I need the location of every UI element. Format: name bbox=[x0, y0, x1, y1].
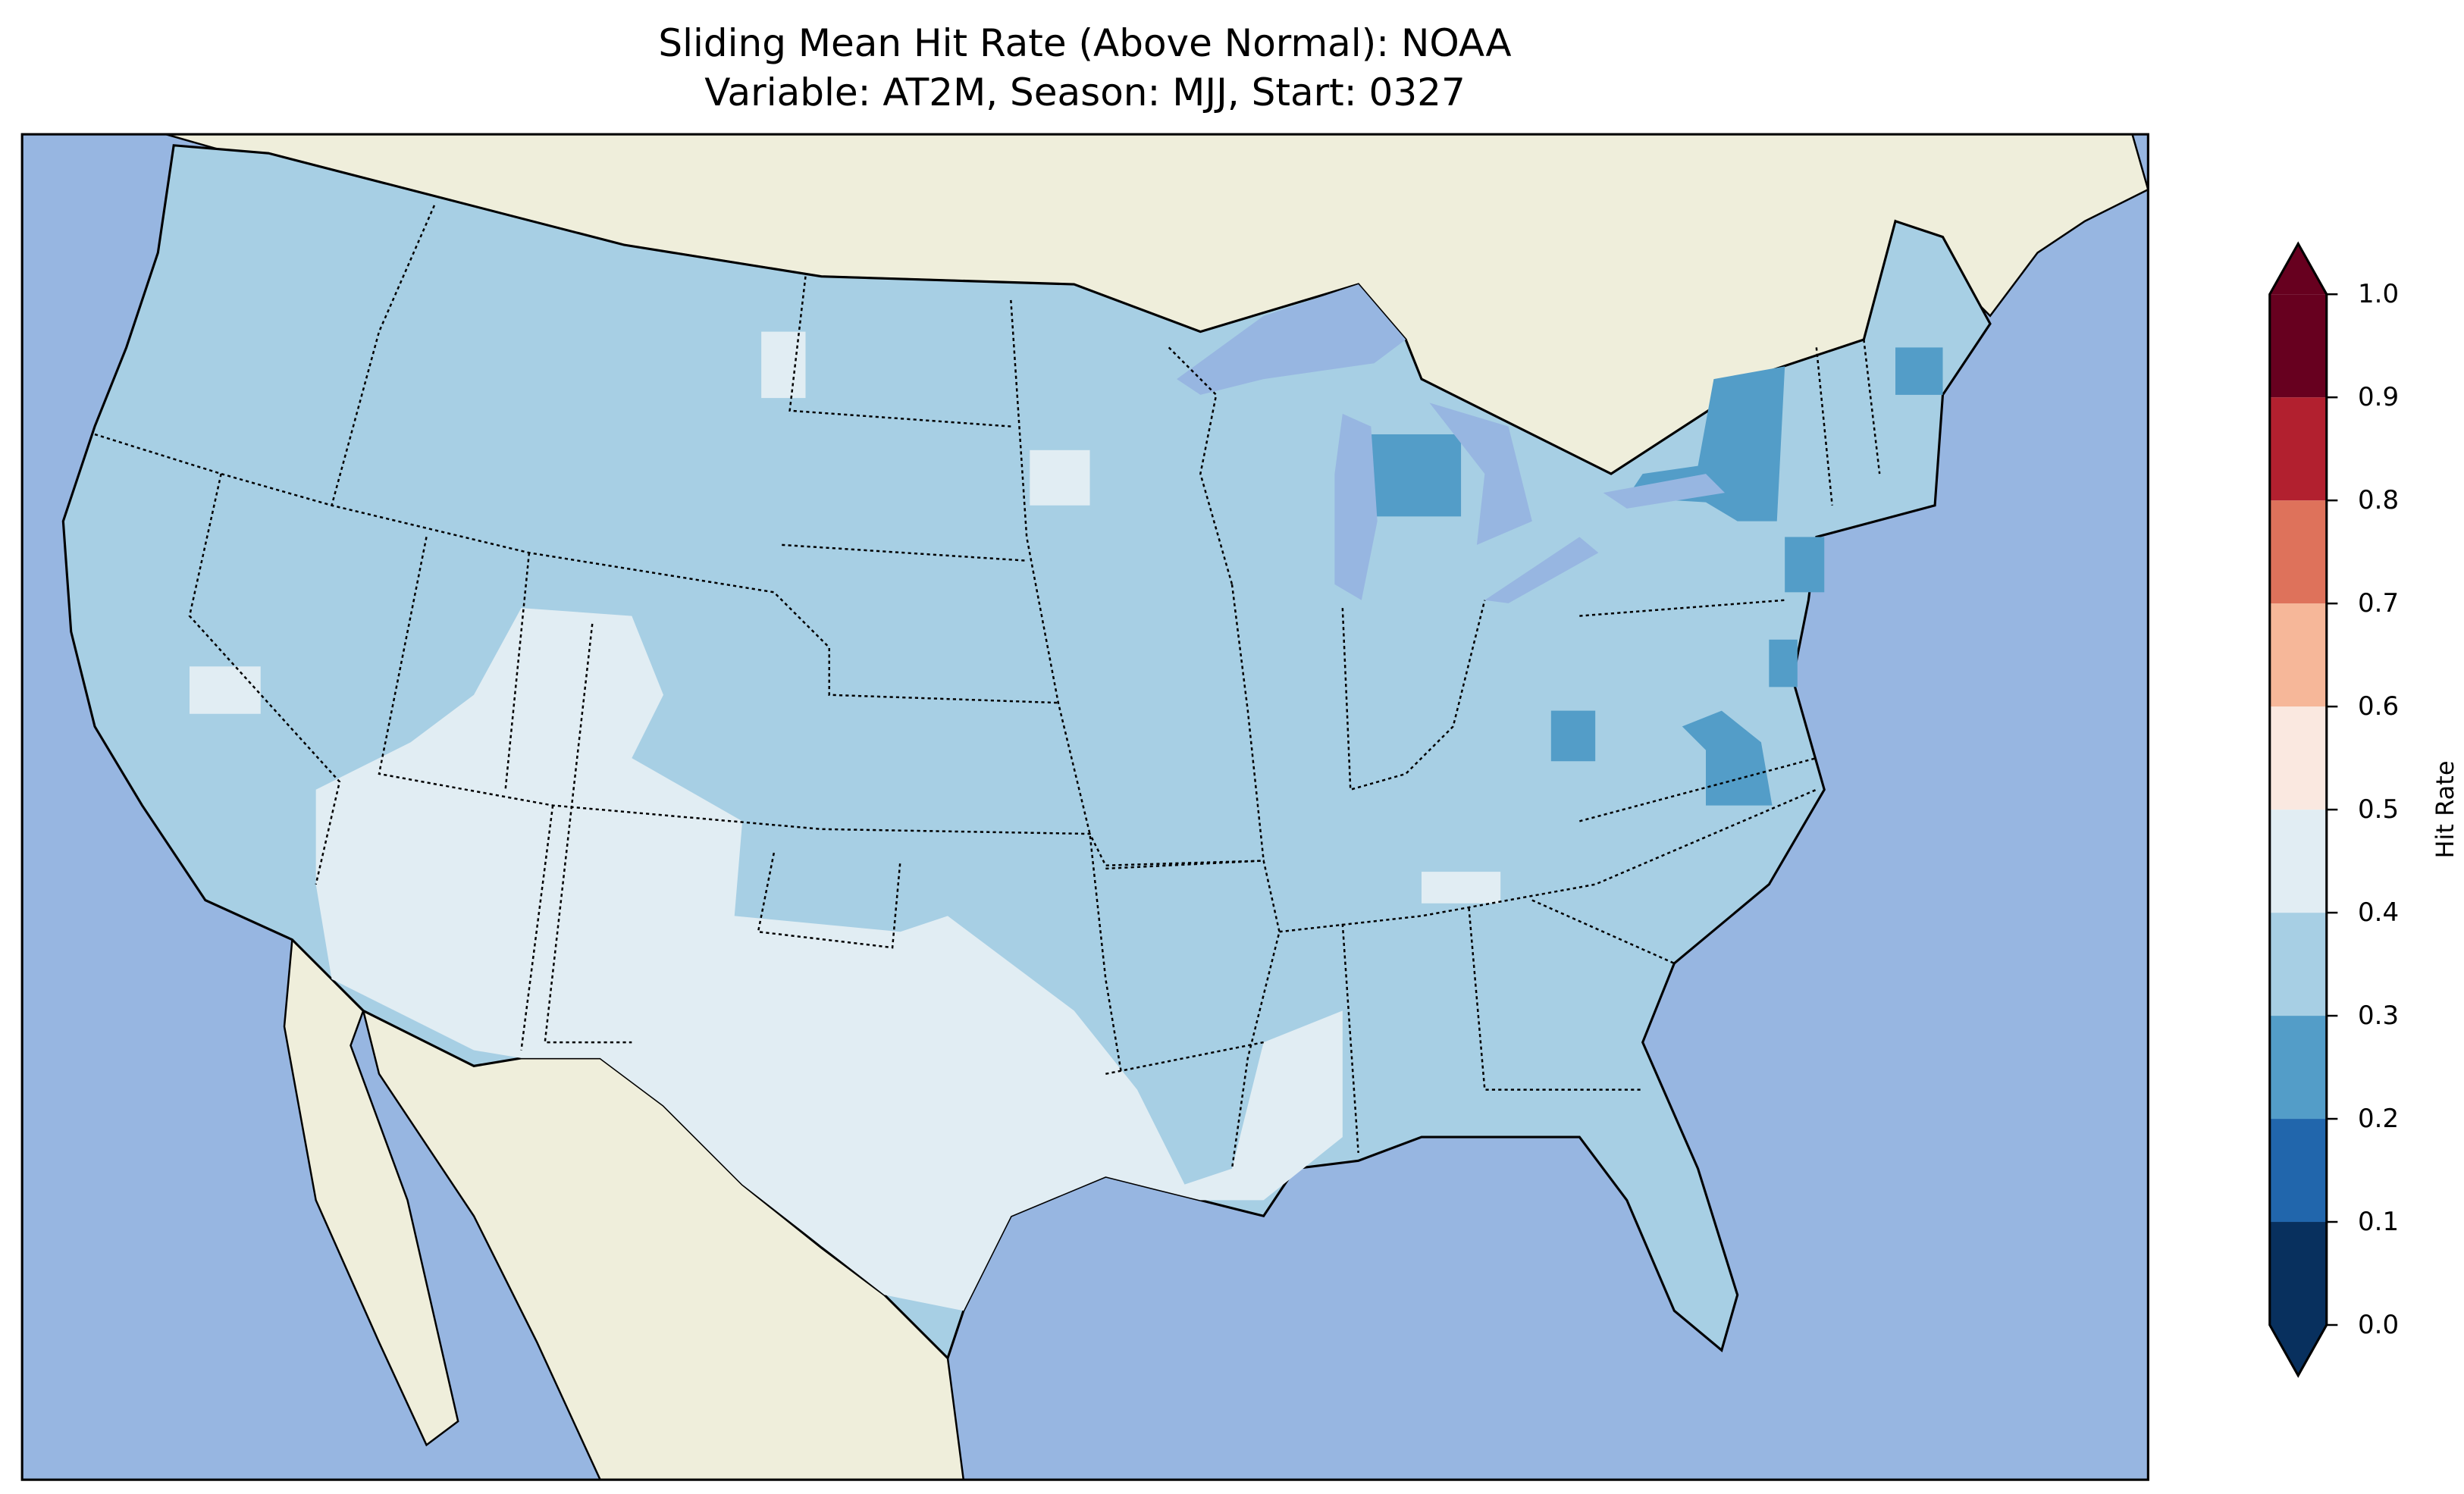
map-frame bbox=[20, 133, 2149, 1481]
south-dakota-patch bbox=[1030, 449, 1090, 506]
colorbar-tick-label: 0.2 bbox=[2358, 1103, 2400, 1134]
tennessee-patch bbox=[1422, 872, 1501, 904]
colorbar-extend-max bbox=[2269, 243, 2327, 295]
colorbar-tick-label: 0.5 bbox=[2358, 794, 2400, 825]
colorbar-tick-label: 1.0 bbox=[2358, 279, 2400, 310]
colorbar-segment bbox=[2269, 706, 2327, 810]
lake-superior bbox=[1177, 284, 1406, 395]
colorbar-tick-label: 0.0 bbox=[2358, 1309, 2400, 1340]
nyc-patch bbox=[1785, 537, 1825, 593]
west-virginia-patch bbox=[1550, 710, 1596, 762]
colorbar-tick-label: 0.9 bbox=[2358, 382, 2400, 413]
baja-land bbox=[283, 937, 459, 1447]
colorbar-segment bbox=[2269, 397, 2327, 501]
colorbar-segment bbox=[2269, 603, 2327, 707]
colorbar-segment bbox=[2269, 1119, 2327, 1223]
lake-erie bbox=[1484, 537, 1599, 603]
colorbar-tick-label: 0.7 bbox=[2358, 588, 2400, 619]
michigan-patch bbox=[1366, 434, 1462, 517]
colorbar-tick-label: 0.6 bbox=[2358, 691, 2400, 722]
nevada-patch bbox=[190, 666, 261, 714]
colorbar-tick-label: 0.3 bbox=[2358, 1000, 2400, 1031]
colorbar-segment bbox=[2269, 1222, 2327, 1325]
colorbar-segment bbox=[2269, 810, 2327, 913]
chesapeake-patch bbox=[1769, 639, 1798, 687]
colorbar-label: Hit Rate bbox=[2431, 760, 2459, 859]
lake-huron bbox=[1429, 402, 1532, 545]
lake-michigan bbox=[1334, 413, 1378, 600]
hit-rate-0.4-0.5-regions bbox=[190, 331, 1501, 1311]
chart-title-line2: Variable: AT2M, Season: MJJ, Start: 0327 bbox=[704, 70, 1466, 114]
colorbar-segment bbox=[2269, 500, 2327, 604]
great-lakes bbox=[1177, 284, 1725, 603]
colorbar-segment bbox=[2269, 913, 2327, 1016]
southwest-region bbox=[315, 608, 1343, 1311]
state-borders bbox=[94, 205, 1881, 1169]
colorbar bbox=[2268, 241, 2338, 1378]
chart-title-line1: Sliding Mean Hit Rate (Above Normal): NO… bbox=[658, 21, 1512, 65]
virginia-patch bbox=[1682, 710, 1773, 806]
colorbar-tick-label: 0.8 bbox=[2358, 485, 2400, 516]
colorbar-segment bbox=[2269, 294, 2327, 398]
maine-patch bbox=[1895, 347, 1943, 395]
lake-ontario bbox=[1603, 474, 1725, 509]
colorbar-tick-label: 0.4 bbox=[2358, 897, 2400, 928]
colorbar-segment bbox=[2269, 1016, 2327, 1120]
montana-patch bbox=[761, 331, 806, 399]
colorbar-tick-label: 0.1 bbox=[2358, 1206, 2400, 1237]
colorbar-extend-min bbox=[2269, 1325, 2327, 1376]
